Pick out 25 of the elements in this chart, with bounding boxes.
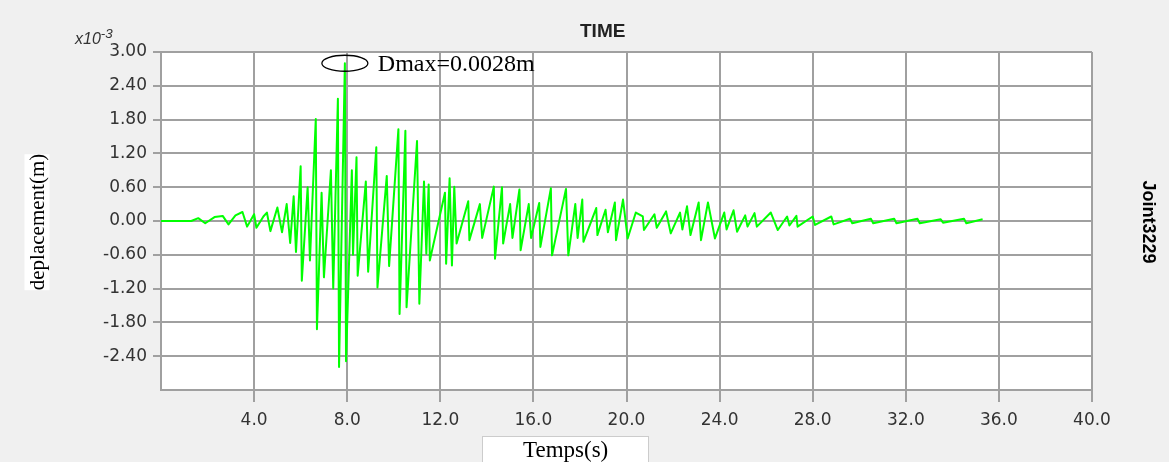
y-tick-label: 0.60	[109, 175, 147, 196]
chart-title: TIME	[580, 20, 626, 42]
x-tick-label: 16.0	[514, 408, 553, 429]
y-tick-label: -2.40	[103, 344, 147, 365]
y-tick-label: 3.00	[109, 40, 147, 61]
annotation: Dmax=0.0028m	[377, 49, 536, 76]
y-tick-label: 1.80	[109, 108, 147, 129]
y-tick-label: -0.60	[103, 243, 147, 264]
x-tick-label: 8.0	[333, 408, 361, 429]
x-tick-label: 40.0	[1073, 408, 1111, 429]
y-tick-label: 2.40	[109, 74, 147, 95]
x-tick-label: 28.0	[793, 408, 832, 429]
y-tick-label: 0.00	[109, 209, 147, 230]
x-axis-title: Temps(s)	[482, 436, 650, 462]
y-axis-title: deplacement(m)	[24, 153, 50, 291]
x-tick-label: 32.0	[886, 408, 925, 429]
y-tick-label: -1.80	[103, 310, 147, 331]
y-tick-label: 1.20	[109, 141, 147, 162]
y-tick-label: -1.20	[103, 277, 147, 298]
x-tick-label: 4.0	[240, 408, 268, 429]
x-tick-label: 24.0	[700, 408, 739, 429]
x-tick-label: 20.0	[607, 408, 646, 429]
text: Joint3229	[1137, 180, 1159, 264]
x-tick-label: 36.0	[979, 408, 1018, 429]
x-tick-label: 12.0	[421, 408, 460, 429]
